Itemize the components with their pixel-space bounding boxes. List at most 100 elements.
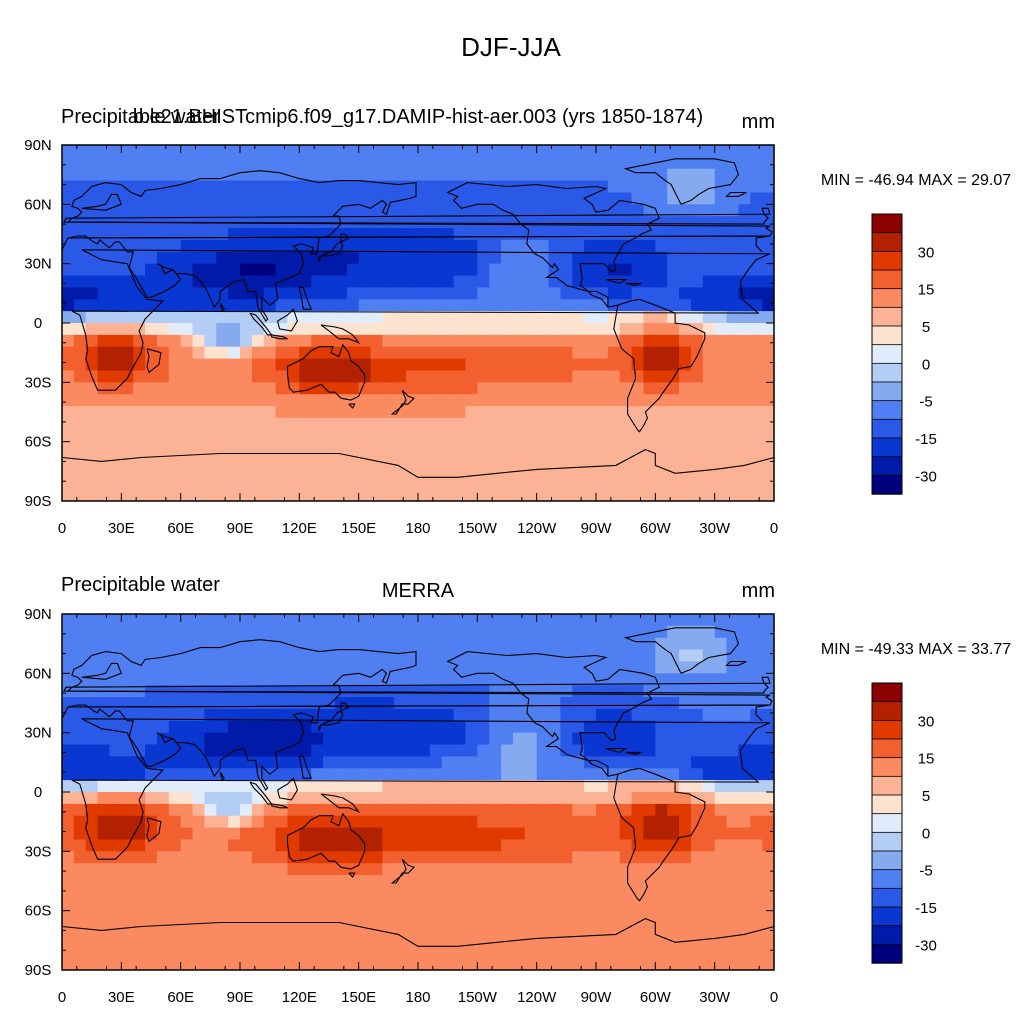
field-cell bbox=[762, 180, 774, 194]
field-cell bbox=[406, 323, 419, 336]
field-cell bbox=[346, 251, 360, 265]
field-cell bbox=[631, 637, 645, 651]
field-cell bbox=[192, 489, 205, 501]
field-cell bbox=[85, 263, 99, 277]
field-cell bbox=[145, 323, 158, 336]
field-cell bbox=[133, 649, 146, 663]
field-cell bbox=[216, 839, 229, 852]
coastline bbox=[623, 627, 740, 674]
field-cell bbox=[631, 922, 645, 935]
field-cell bbox=[168, 851, 182, 864]
field-cell bbox=[180, 417, 194, 431]
field-cell bbox=[536, 145, 550, 158]
field-cell bbox=[631, 768, 645, 781]
field-cell bbox=[168, 311, 182, 324]
field-cell bbox=[714, 661, 728, 674]
field-cell bbox=[263, 625, 277, 639]
field-cell bbox=[679, 768, 692, 781]
field-cell bbox=[263, 934, 277, 947]
field-cell bbox=[97, 441, 111, 455]
field-cell bbox=[121, 744, 134, 757]
field-cell bbox=[572, 649, 585, 663]
field-cell bbox=[382, 180, 395, 194]
field-cell bbox=[334, 275, 348, 288]
field-cell bbox=[572, 673, 585, 686]
field-cell bbox=[477, 886, 490, 900]
field-cell bbox=[370, 417, 383, 431]
field-cell bbox=[762, 239, 774, 253]
field-cell bbox=[643, 756, 656, 769]
field-cell bbox=[429, 429, 443, 443]
field-cell bbox=[619, 744, 633, 757]
field-cell bbox=[501, 792, 514, 805]
field-cell bbox=[477, 323, 490, 336]
field-cell bbox=[73, 489, 87, 501]
field-cell bbox=[441, 156, 455, 170]
field-cell bbox=[560, 477, 573, 490]
field-cell bbox=[192, 780, 205, 793]
field-cell bbox=[240, 465, 253, 478]
field-cell bbox=[204, 370, 217, 383]
field-cell bbox=[73, 168, 87, 182]
field-cell bbox=[109, 732, 122, 746]
field-cell bbox=[311, 803, 324, 817]
field-cell bbox=[429, 346, 443, 360]
y-tick-label: 60N bbox=[24, 665, 52, 682]
field-cell bbox=[240, 370, 253, 383]
field-cell bbox=[156, 370, 170, 383]
field-cell bbox=[655, 732, 668, 746]
field-cell bbox=[180, 708, 194, 722]
field-cell bbox=[465, 228, 478, 241]
field-cell bbox=[524, 251, 538, 265]
field-cell bbox=[370, 370, 383, 383]
field-cell bbox=[370, 477, 383, 490]
field-cell bbox=[323, 145, 336, 158]
field-cell bbox=[275, 946, 289, 959]
field-cell bbox=[631, 251, 645, 265]
field-cell bbox=[394, 768, 407, 781]
field-cell bbox=[263, 886, 277, 900]
field-cell bbox=[204, 614, 217, 627]
field-cell bbox=[631, 168, 645, 182]
field-cell bbox=[216, 697, 229, 710]
field-cell bbox=[584, 263, 597, 277]
field-cell bbox=[180, 228, 194, 241]
field-cell bbox=[145, 287, 158, 300]
field-cell bbox=[311, 886, 324, 900]
field-cell bbox=[251, 649, 265, 663]
field-cell bbox=[512, 370, 526, 383]
field-cell bbox=[512, 311, 526, 324]
field-cell bbox=[465, 780, 478, 793]
field-cell bbox=[429, 934, 443, 947]
field-cell bbox=[370, 453, 383, 466]
field-cell bbox=[726, 406, 739, 419]
field-cell bbox=[465, 382, 478, 395]
field-cell bbox=[560, 625, 573, 639]
field-cell bbox=[619, 661, 633, 674]
field-cell bbox=[228, 649, 241, 663]
field-cell bbox=[192, 839, 205, 852]
field-cell bbox=[726, 465, 739, 478]
field-cell bbox=[643, 744, 656, 757]
field-cell bbox=[323, 958, 336, 970]
field-cell bbox=[192, 358, 205, 372]
field-cell bbox=[145, 228, 158, 241]
field-cell bbox=[382, 685, 395, 698]
field-cell bbox=[406, 886, 419, 900]
field-cell bbox=[441, 934, 455, 947]
field-cell bbox=[477, 815, 490, 829]
field-cell bbox=[251, 156, 265, 170]
field-cell bbox=[453, 156, 467, 170]
field-cell bbox=[109, 394, 122, 407]
coastline bbox=[71, 249, 771, 391]
field-cell bbox=[216, 358, 229, 372]
field-cell bbox=[287, 625, 300, 639]
field-cell bbox=[631, 394, 645, 407]
coastline bbox=[340, 702, 350, 712]
field-cell bbox=[524, 815, 538, 829]
field-cell bbox=[560, 839, 573, 852]
field-cell bbox=[536, 614, 550, 627]
field-cell bbox=[762, 394, 774, 407]
field-cell bbox=[358, 406, 372, 419]
field-cell bbox=[382, 334, 395, 348]
